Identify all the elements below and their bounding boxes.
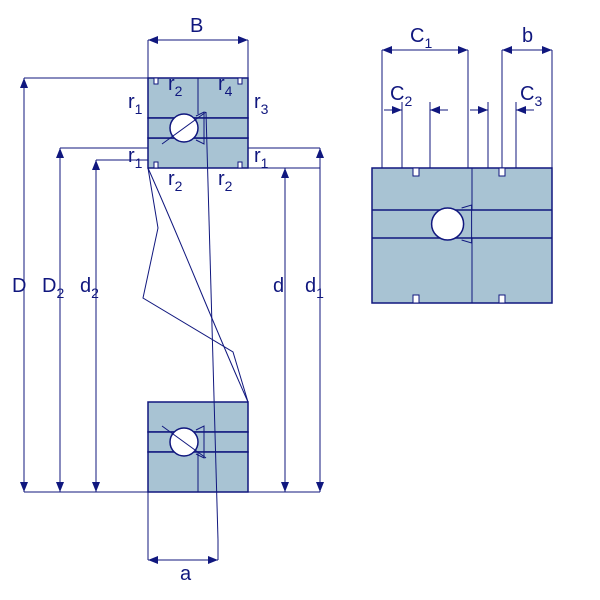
svg-text:r2: r2 xyxy=(168,168,183,194)
svg-text:C1: C1 xyxy=(410,25,432,51)
svg-text:r1: r1 xyxy=(128,91,143,117)
svg-text:r1: r1 xyxy=(254,145,269,171)
svg-text:D: D xyxy=(12,275,26,297)
svg-text:B: B xyxy=(190,15,203,37)
svg-text:d: d xyxy=(273,275,284,297)
svg-text:a: a xyxy=(180,563,192,585)
svg-text:r2: r2 xyxy=(218,168,233,194)
svg-text:C2: C2 xyxy=(390,83,412,109)
svg-text:r3: r3 xyxy=(254,91,269,117)
svg-text:d1: d1 xyxy=(305,275,324,301)
bearing-diagram: DD2d2dd1Bar1r2r4r3r1r1r2r2C1bC2C3 xyxy=(0,0,600,600)
svg-text:r1: r1 xyxy=(128,145,143,171)
svg-text:C3: C3 xyxy=(520,83,542,109)
svg-text:D2: D2 xyxy=(42,275,64,301)
svg-text:b: b xyxy=(522,25,533,47)
